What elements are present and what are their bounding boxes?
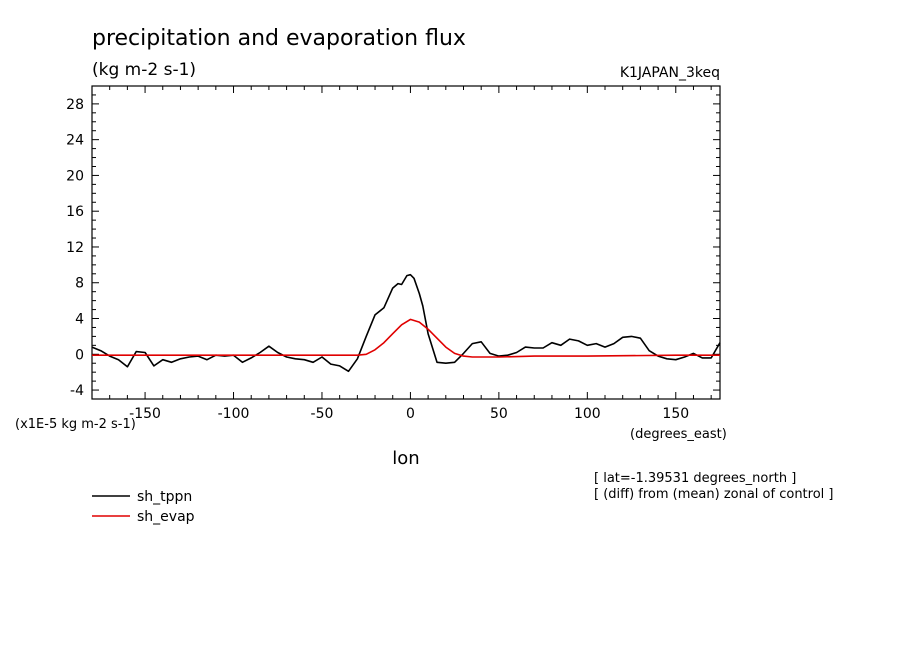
y-tick-label: 24 xyxy=(66,133,84,149)
y-tick-label: 28 xyxy=(66,97,84,113)
x-tick-label: -50 xyxy=(311,406,334,422)
chart-title: precipitation and evaporation flux xyxy=(92,26,466,51)
x-tick-label: -100 xyxy=(218,406,250,422)
x-axis-label: lon xyxy=(392,448,419,469)
x-tick-label: 100 xyxy=(574,406,601,422)
series-lines xyxy=(91,273,721,373)
series-line-sh-evap xyxy=(92,318,720,358)
chart-units: (kg m-2 s-1) xyxy=(92,60,196,80)
legend: sh_tppn sh_evap xyxy=(92,489,195,525)
series-line-sh-tppn xyxy=(91,273,721,373)
y-tick-label: -4 xyxy=(70,383,84,399)
x-tick-label: 50 xyxy=(490,406,508,422)
y-tick-label: 8 xyxy=(75,276,84,292)
legend-label-sh-evap: sh_evap xyxy=(137,509,195,525)
x-tick-label: 150 xyxy=(662,406,689,422)
x-tick-labels: -150 -100 -50 0 50 100 150 xyxy=(129,406,689,422)
x-tick-label: 0 xyxy=(406,406,415,422)
y-tick-label: 20 xyxy=(66,168,84,184)
x-tick-label: -150 xyxy=(129,406,161,422)
y-tick-label: 12 xyxy=(66,240,84,256)
y-tick-label: 0 xyxy=(75,347,84,363)
x-units-label: (degrees_east) xyxy=(630,427,727,442)
info-line-lat: [ lat=-1.39531 degrees_north ] xyxy=(594,471,796,486)
axis-ticks xyxy=(92,85,720,400)
scale-note: (x1E-5 kg m-2 s-1) xyxy=(15,417,136,432)
y-tick-labels: -4 0 4 8 12 16 20 24 28 xyxy=(66,97,84,399)
info-line-diff: [ (diff) from (mean) zonal of control ] xyxy=(594,487,833,502)
plot-frame xyxy=(91,85,721,400)
experiment-label: K1JAPAN_3keq xyxy=(620,65,720,81)
y-tick-label: 16 xyxy=(66,204,84,220)
y-tick-label: 4 xyxy=(75,312,84,328)
legend-label-sh-tppn: sh_tppn xyxy=(137,489,192,505)
